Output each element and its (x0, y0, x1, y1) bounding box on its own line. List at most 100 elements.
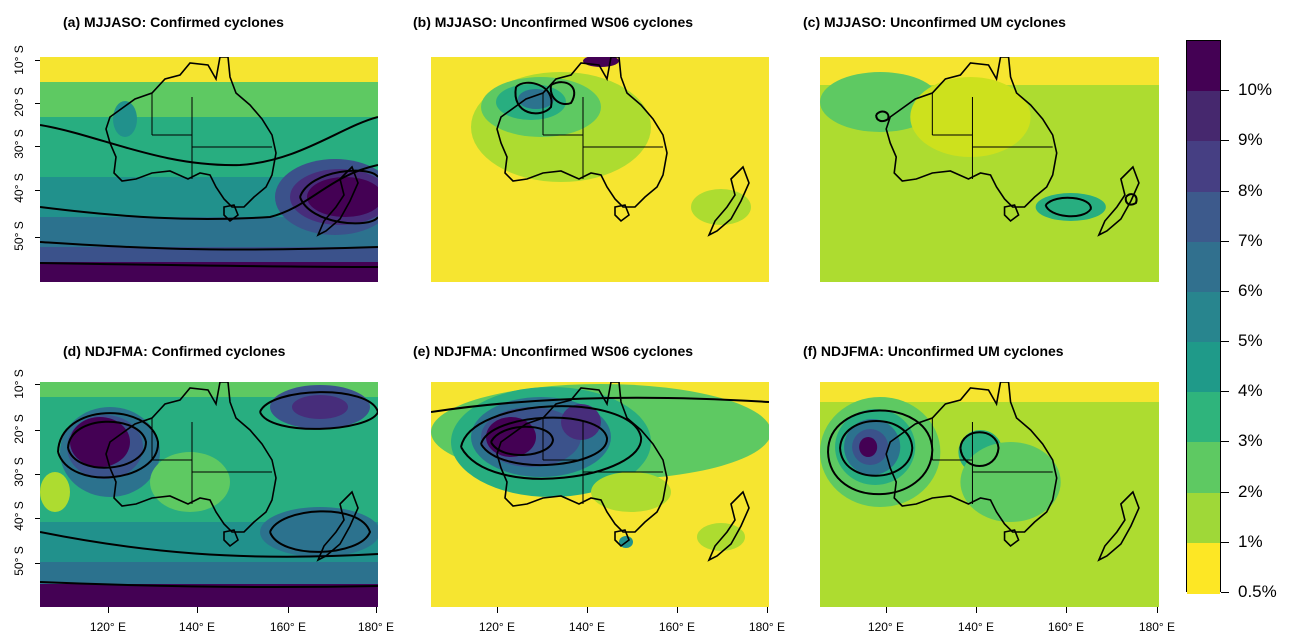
new-zealand-coastline (316, 490, 359, 562)
new-zealand-coastline (1097, 165, 1140, 237)
colorbar-tick (1221, 441, 1229, 443)
y-tick-label: 50° S (12, 546, 26, 576)
density-field (591, 472, 671, 512)
australia-coastline (496, 382, 668, 533)
tasmania-coastline (223, 529, 239, 548)
map-svg (820, 57, 1159, 282)
colorbar-tick (1221, 140, 1229, 142)
map-svg (40, 57, 378, 282)
x-tick-label: 180° E (1138, 620, 1176, 634)
density-field (40, 57, 378, 82)
x-tick-label: 180° E (357, 620, 395, 634)
x-tick-label: 120° E (478, 620, 516, 634)
density-field (40, 562, 378, 584)
state-borders (931, 93, 1053, 179)
colorbar-segment (1187, 342, 1220, 394)
panel-title-b: (b) MJJASO: Unconfirmed WS06 cyclones (413, 14, 694, 30)
panel-title-a: (a) MJJASO: Confirmed cyclones (63, 14, 284, 30)
colorbar-segment (1187, 392, 1220, 444)
tasmania-coastline (1003, 204, 1020, 223)
panel-title-d: (d) NDJFMA: Confirmed cyclones (63, 343, 286, 359)
density-field (518, 89, 554, 109)
colorbar-label: 5% (1238, 331, 1263, 351)
map-panel-a (40, 57, 378, 282)
x-tick-label: 160° E (269, 620, 307, 634)
y-tick-label: 20° S (12, 87, 26, 117)
y-tick-label: 40° S (12, 173, 26, 203)
colorbar-tick (1221, 541, 1229, 543)
new-zealand-coastline (1097, 490, 1140, 562)
australia-coastline (885, 382, 1058, 533)
x-tick-label: 180° E (748, 620, 786, 634)
colorbar-tick (1221, 391, 1229, 393)
colorbar-label: 0.5% (1238, 582, 1277, 601)
y-tick-label: 10° S (12, 369, 26, 399)
colorbar-segment (1187, 91, 1220, 143)
colorbar-label: 4% (1238, 381, 1263, 401)
colorbar-label: 1% (1238, 531, 1263, 551)
colorbar-segment (1187, 291, 1220, 344)
density-field (40, 584, 378, 607)
colorbar-label: 3% (1238, 431, 1263, 451)
y-tick-label: 40° S (12, 501, 26, 531)
x-tick-label: 140° E (957, 620, 995, 634)
x-tick-label: 160° E (1047, 620, 1085, 634)
y-tick-label: 30° S (12, 129, 26, 159)
x-tick-label: 160° E (658, 620, 696, 634)
contour-line (1044, 196, 1092, 218)
map-panel-d (40, 382, 378, 607)
colorbar-label: 9% (1238, 130, 1263, 150)
colorbar-tick (1221, 491, 1229, 493)
colorbar-label: 7% (1238, 230, 1263, 250)
density-field (40, 247, 378, 262)
colorbar-tick (1221, 341, 1229, 343)
contour-line (269, 510, 372, 553)
contour-line (40, 164, 378, 220)
contour-line (839, 420, 914, 477)
y-tick-label: 50° S (12, 221, 26, 251)
state-borders (542, 93, 663, 179)
map-panel-b (431, 57, 769, 282)
australia-coastline (885, 57, 1058, 208)
new-zealand-coastline (707, 165, 750, 237)
y-tick-label: 20° S (12, 414, 26, 444)
colorbar-label: 10% (1238, 80, 1273, 100)
x-tick-label: 140° E (568, 620, 606, 634)
colorbar-label: 8% (1238, 180, 1263, 200)
density-field (910, 77, 1031, 157)
contour-line (40, 262, 378, 268)
density-field (697, 523, 745, 551)
panel-title-e: (e) NDJFMA: Unconfirmed WS06 cyclones (413, 343, 694, 359)
x-tick-label: 120° E (89, 620, 127, 634)
australia-coastline (105, 382, 277, 533)
contour-line (1124, 193, 1138, 206)
map-svg (431, 57, 769, 282)
map-panel-f (820, 382, 1159, 607)
state-borders (151, 418, 272, 504)
tasmania-coastline (1003, 529, 1020, 548)
colorbar-tick (1221, 190, 1229, 192)
contour-line (40, 241, 378, 251)
colorbar-label: 6% (1238, 280, 1263, 300)
colorbar-tick (1221, 90, 1229, 92)
density-field (691, 189, 751, 225)
colorbar-tick (1221, 592, 1229, 593)
map-svg (820, 382, 1159, 607)
colorbar-label: 2% (1238, 481, 1263, 501)
contour-line (67, 420, 148, 469)
contour-line (549, 81, 576, 105)
x-tick-label: 120° E (867, 620, 905, 634)
density-field (150, 452, 230, 512)
colorbar-segment (1187, 241, 1220, 293)
map-svg (40, 382, 378, 607)
density-field (260, 507, 378, 557)
colorbar-segment (1187, 141, 1220, 193)
australia-coastline (105, 57, 277, 208)
contour-line (490, 425, 555, 456)
contour-line (480, 416, 609, 467)
contour-line (460, 405, 643, 480)
density-field (40, 472, 70, 512)
contour-line (40, 116, 378, 167)
state-borders (542, 418, 663, 504)
